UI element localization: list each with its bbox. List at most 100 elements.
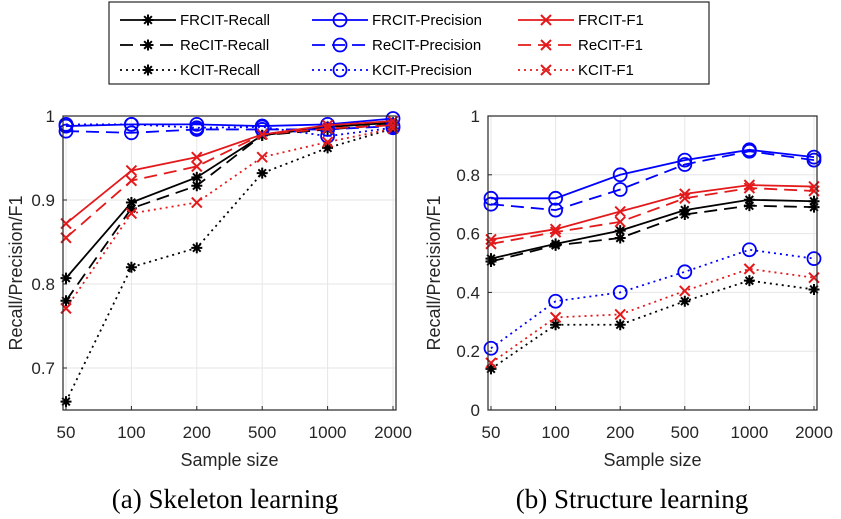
legend: FRCIT-Recall FRCIT-Precision FRCIT-F1 ReCIT… [108, 1, 710, 85]
recit-precision-point-5 [806, 152, 822, 168]
y-tick-label: 0.7 [31, 359, 55, 378]
axes-box [487, 115, 818, 411]
recit-f1-line [65, 124, 394, 239]
recit-precision-line [490, 150, 815, 211]
x-axis-label: Sample size [180, 450, 278, 470]
y-tick-label: 1 [471, 107, 480, 126]
legend-box [108, 1, 710, 85]
y-tick-label: 0.8 [31, 275, 55, 294]
frcit-recall-point-0 [60, 272, 72, 284]
recit-recall-point-4 [743, 200, 755, 212]
kcit-precision-line [490, 248, 815, 349]
kcit-precision-point-5 [806, 251, 822, 266]
y-tick-label: 0 [471, 401, 480, 420]
recit-f1-point-2 [614, 216, 626, 228]
x-tick-label: 200 [183, 423, 211, 442]
legend-label: ReCIT-Precision [372, 37, 481, 54]
plot-area [488, 116, 817, 410]
frcit-recall-line [490, 198, 815, 260]
recit-recall-point-0 [485, 256, 497, 268]
recit-f1-point-1 [125, 174, 138, 187]
recit-recall-point-2 [191, 180, 203, 192]
axes-box [62, 115, 397, 411]
frcit-f1-line [65, 120, 394, 225]
kcit-recall-point-5 [808, 283, 820, 295]
kcit-precision-point-0 [58, 117, 74, 132]
kcit-recall-point-4 [743, 275, 755, 287]
legend-frcit-f1-point-0 [540, 14, 552, 26]
legend-label: KCIT-F1 [578, 62, 634, 79]
kcit-precision-point-0 [483, 340, 499, 356]
frcit-precision-point-1 [548, 190, 563, 206]
legend-entry-frcit-f1: FRCIT-F1 [518, 12, 644, 29]
frcit-recall-point-2 [191, 171, 203, 183]
frcit-recall-point-2 [614, 225, 626, 237]
recit-recall-point-5 [808, 201, 820, 213]
series-recit-precision [483, 143, 822, 218]
x-tick-label: 2000 [374, 423, 412, 442]
legend-kcit-f1-point-0 [540, 64, 552, 76]
recit-f1-point-3 [256, 128, 268, 141]
legend-recit-f1-point-0 [540, 39, 552, 51]
legend-entry-recit-f1: ReCIT-F1 [518, 37, 643, 54]
caption-skeleton: (a) Skeleton learning [112, 484, 338, 514]
structure-learning-panel: 50 100 200 500 1000 2000 0 0.2 0.4 0.6 0.8 1 Sample … [424, 107, 833, 470]
x-tick-label: 100 [117, 423, 145, 442]
legend-label: FRCIT-Precision [372, 12, 482, 29]
legend-label: ReCIT-Recall [180, 37, 269, 54]
legend-entry-kcit-precision: KCIT-Precision [312, 62, 472, 79]
legend-entry-frcit-precision: FRCIT-Precision [312, 12, 482, 29]
legend-kcit-recall-point-0 [142, 64, 154, 76]
kcit-recall-point-1 [550, 319, 562, 331]
frcit-recall-point-5 [808, 195, 820, 207]
legend-entry-kcit-recall: KCIT-Recall [120, 62, 260, 79]
recit-recall-line [490, 204, 815, 263]
legend-label: KCIT-Precision [372, 62, 472, 79]
kcit-recall-point-2 [614, 319, 626, 331]
series-kcit-precision [483, 242, 822, 356]
recit-precision-point-1 [548, 202, 563, 218]
recit-precision-point-3 [677, 157, 693, 172]
y-tick-label: 0.6 [456, 225, 480, 244]
x-tick-label: 100 [541, 423, 569, 442]
x-tick-label: 500 [248, 423, 276, 442]
legend-label: FRCIT-Recall [180, 12, 270, 29]
frcit-recall-point-1 [125, 197, 137, 209]
recit-precision-point-1 [123, 125, 139, 141]
x-tick-label: 50 [482, 423, 501, 442]
x-tick-label: 200 [606, 423, 634, 442]
legend-entry-frcit-recall: FRCIT-Recall [120, 12, 270, 29]
kcit-recall-point-1 [125, 261, 137, 273]
frcit-recall-point-4 [743, 194, 755, 206]
legend-label: FRCIT-F1 [578, 12, 644, 29]
kcit-f1-point-2 [614, 308, 626, 321]
y-axis-label: Recall/Precision/F1 [6, 195, 26, 350]
recit-f1-point-4 [743, 182, 756, 194]
recit-recall-point-1 [125, 202, 137, 214]
x-tick-label: 2000 [795, 423, 833, 442]
recit-precision-point-4 [742, 143, 757, 159]
kcit-precision-point-2 [189, 120, 205, 136]
y-tick-label: 0.2 [456, 342, 480, 361]
legend-recit-precision-point-0 [332, 37, 348, 53]
kcit-f1-point-4 [321, 136, 334, 148]
x-tick-label: 50 [57, 423, 76, 442]
frcit-precision-point-2 [612, 167, 628, 183]
plot-area [63, 116, 396, 410]
recit-recall-point-2 [614, 232, 626, 244]
legend-entry-recit-precision: ReCIT-Precision [312, 37, 481, 54]
y-tick-label: 0.4 [456, 283, 480, 302]
x-axis-label: Sample size [603, 450, 701, 470]
x-tick-label: 1000 [309, 423, 347, 442]
kcit-recall-point-0 [60, 396, 72, 408]
recit-f1-line [490, 187, 815, 245]
series-recit-recall [485, 200, 820, 268]
kcit-recall-point-3 [256, 167, 268, 179]
frcit-precision-line [491, 148, 815, 200]
kcit-precision-point-3 [677, 264, 693, 280]
legend-kcit-precision-point-0 [332, 62, 348, 78]
kcit-f1-point-2 [191, 196, 203, 209]
recit-f1-point-3 [679, 192, 691, 205]
kcit-recall-point-0 [485, 363, 497, 375]
series-kcit-f1 [60, 122, 399, 315]
